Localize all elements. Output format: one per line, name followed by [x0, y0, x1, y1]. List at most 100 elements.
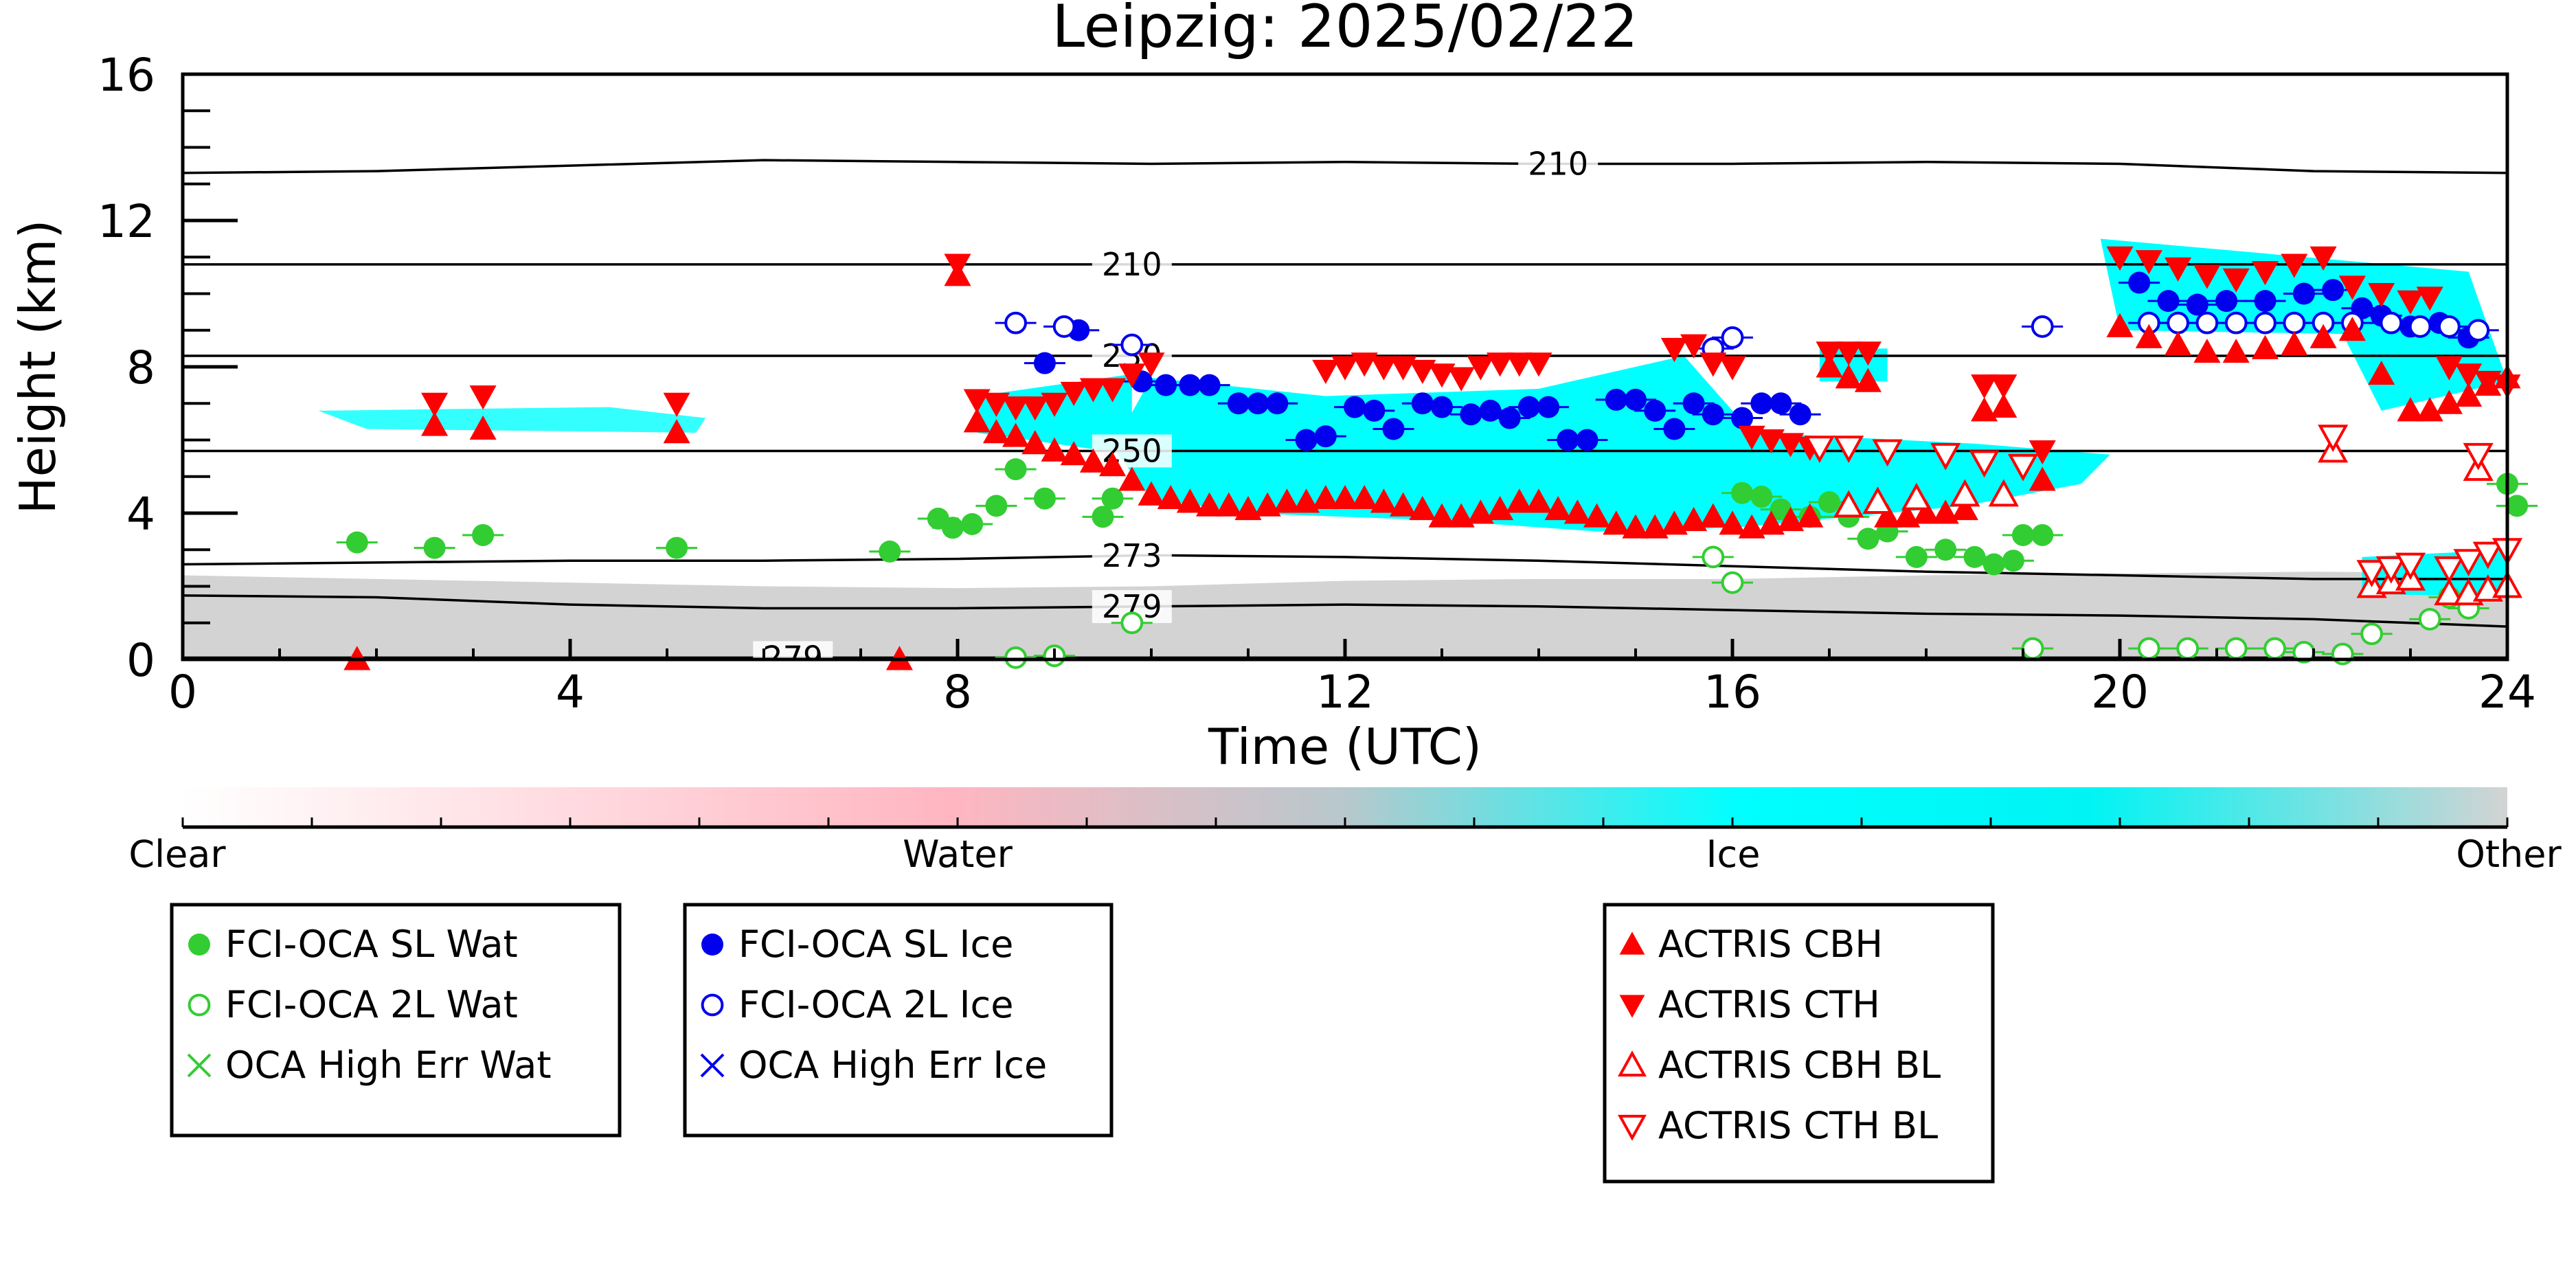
data-point — [2224, 637, 2248, 660]
data-point — [2281, 331, 2308, 356]
data-point — [963, 389, 991, 414]
data-point — [1731, 407, 1754, 429]
data-point — [1021, 396, 1049, 421]
data-point — [1738, 514, 1765, 539]
data-point — [1351, 484, 1378, 510]
data-point — [2106, 313, 2134, 337]
x-tick-label: 24 — [2478, 666, 2536, 719]
data-point — [2193, 264, 2221, 289]
data-point — [1331, 484, 1359, 510]
data-point — [1874, 503, 1901, 528]
data-point — [2176, 637, 2200, 660]
contour-line — [183, 159, 2507, 174]
data-point — [1932, 499, 1959, 524]
data-point — [1719, 510, 1746, 535]
data-point — [2186, 293, 2208, 316]
legend-box: FCI-OCA SL Ice FCI-OCA 2L Ice OCA High Err… — [683, 903, 1114, 1138]
data-point — [2222, 338, 2250, 363]
legend-frame — [170, 903, 622, 1138]
colorbar: Clear Water Ice Other — [128, 787, 2562, 876]
data-point — [2165, 257, 2192, 282]
x-tick-label: 8 — [943, 666, 972, 719]
data-point — [1854, 368, 1882, 392]
legend-label: ACTRIS CBH — [1658, 923, 1883, 966]
contour-label-bg — [1092, 539, 1172, 572]
legend-label: OCA High Err Wat — [225, 1043, 552, 1087]
data-point — [1312, 359, 1340, 385]
data-point — [1382, 418, 1405, 440]
data-point — [1295, 429, 1318, 451]
data-point — [1721, 571, 1744, 594]
data-point — [1525, 352, 1552, 377]
data-point — [1750, 486, 1773, 508]
data-point — [2397, 397, 2424, 422]
legend-marker — [1619, 995, 1645, 1018]
data-point — [1312, 484, 1340, 510]
data-point — [1660, 510, 1688, 535]
data-point — [2309, 246, 2337, 271]
data-point — [1390, 492, 1417, 517]
data-point — [421, 411, 449, 436]
legend-marker — [1618, 1050, 1647, 1077]
data-point — [1363, 399, 1386, 422]
data-point — [1409, 359, 1436, 385]
data-point — [2438, 315, 2461, 338]
data-point — [1757, 429, 1785, 454]
data-point — [1479, 399, 1502, 422]
data-point — [1862, 486, 1893, 514]
contour-label: 273 — [1102, 537, 1162, 574]
data-point — [2395, 552, 2426, 580]
data-point — [1506, 488, 1533, 513]
data-point — [1052, 315, 1076, 338]
data-point — [1390, 356, 1417, 381]
data-point — [1969, 450, 2000, 478]
data-point — [1990, 374, 2018, 399]
data-point — [1467, 499, 1494, 524]
data-point — [1004, 458, 1027, 481]
data-point — [2455, 363, 2483, 388]
data-point — [2215, 290, 2238, 313]
contour-label-bg — [753, 641, 833, 659]
legend-marker — [188, 993, 211, 1017]
y-tick-label: 8 — [126, 341, 155, 394]
data-point — [1138, 352, 1165, 377]
data-point — [2338, 317, 2366, 341]
contour-line — [183, 594, 2507, 628]
legend-marker — [187, 1053, 212, 1078]
data-point — [1622, 514, 1649, 539]
data-point — [469, 415, 497, 440]
data-point — [941, 517, 964, 539]
data-point — [1099, 378, 1127, 403]
data-point — [1872, 439, 1903, 467]
data-point — [1905, 545, 1928, 568]
data-point — [423, 536, 446, 559]
data-point — [1004, 311, 1027, 335]
y-tick-label: 0 — [126, 634, 155, 687]
data-point — [1099, 452, 1127, 477]
data-point — [2368, 360, 2395, 385]
legend-marker — [188, 934, 210, 956]
data-point — [2375, 556, 2406, 584]
colorbar-label-water: Water — [903, 833, 1013, 876]
legend-marker — [700, 1053, 725, 1078]
data-point — [2467, 319, 2490, 342]
data-point — [985, 495, 1008, 517]
legend-box: FCI-OCA SL Wat FCI-OCA 2L Wat OCA High Err… — [170, 903, 622, 1138]
data-point — [1344, 396, 1366, 418]
data-point — [1699, 352, 1727, 377]
data-point — [1428, 503, 1456, 528]
data-point — [1971, 374, 1998, 399]
data-point — [2007, 453, 2039, 482]
data-point — [1254, 492, 1281, 517]
data-point — [1120, 333, 1144, 357]
data-point — [1157, 484, 1184, 510]
data-point — [1702, 545, 1725, 569]
data-point — [2368, 283, 2395, 308]
data-point — [1487, 352, 1514, 377]
data-point — [1833, 490, 1864, 518]
data-point — [1583, 503, 1611, 528]
colorbar-ticks — [181, 817, 2509, 827]
data-point — [2193, 338, 2221, 363]
data-point — [1079, 378, 1107, 403]
